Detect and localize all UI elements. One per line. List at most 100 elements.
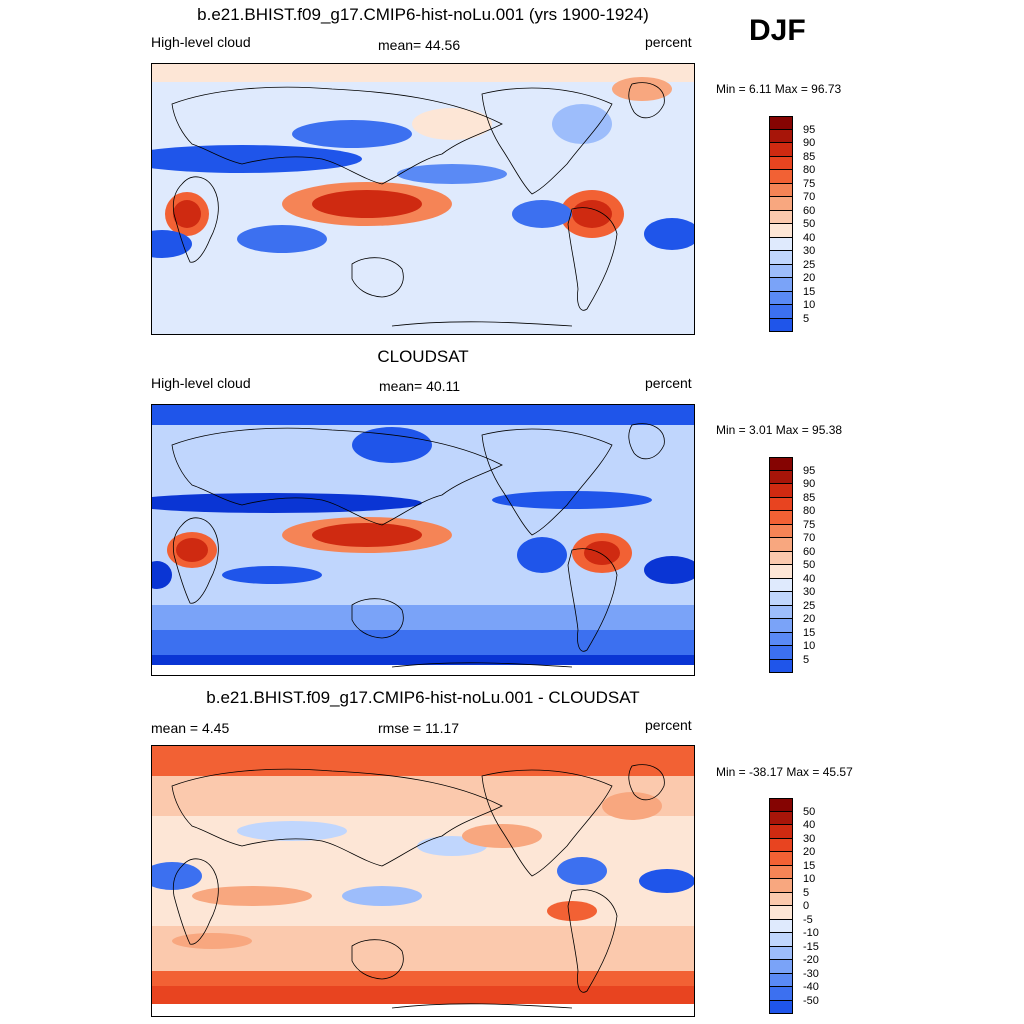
panel-1-mean-label: mean= 44.56 (378, 37, 461, 53)
contour-region (222, 566, 322, 584)
colorbar-swatch (769, 825, 793, 839)
contour-band (152, 64, 694, 82)
coastline (391, 321, 573, 327)
contour-region (172, 933, 252, 949)
colorbar-tick-label: 10 (803, 640, 816, 652)
colorbar-tick-label: 90 (803, 478, 816, 490)
coastline (481, 87, 613, 195)
coastline (391, 662, 573, 668)
season-label: DJF (749, 14, 806, 47)
contour-region (552, 104, 612, 144)
colorbar-swatch (769, 865, 793, 879)
observation-map (151, 404, 695, 676)
contour-band (152, 405, 694, 425)
colorbar-tick-label: 15 (803, 285, 816, 298)
colorbar-swatch (769, 933, 793, 947)
coastline (172, 517, 219, 604)
coastline (351, 257, 404, 298)
coastline (567, 548, 618, 652)
colorbar-tick-label: 90 (803, 137, 816, 149)
colorbar-swatch (769, 798, 793, 812)
contour-region (292, 120, 412, 148)
contour-region (639, 869, 694, 893)
contour-region (547, 901, 597, 921)
colorbar-swatch (769, 973, 793, 987)
contour-region (584, 541, 620, 565)
panel-1-variable-label: High-level cloud (151, 34, 251, 50)
contour-band (152, 665, 694, 675)
colorbar-swatch (769, 578, 793, 592)
panel-3-colorbar (769, 798, 793, 1014)
colorbar-swatch (769, 551, 793, 565)
colorbar-tick-label: 70 (803, 532, 816, 544)
panel-1-minmax: Min = 6.11 Max = 96.73 (716, 82, 842, 96)
colorbar-swatch (769, 524, 793, 538)
colorbar-tick-label: 70 (803, 191, 816, 203)
contour-region (312, 523, 422, 547)
contour-region (176, 538, 208, 562)
colorbar-tick-label: 50 (803, 805, 816, 818)
colorbar-tick-label: 40 (803, 231, 816, 244)
contour-region (517, 537, 567, 573)
colorbar-tick-label: 75 (803, 177, 816, 190)
contour-region (352, 427, 432, 463)
colorbar-tick-label: 30 (803, 245, 816, 257)
contour-region (192, 886, 312, 906)
contour-region (152, 145, 362, 173)
panel-2-colorbar (769, 457, 793, 673)
colorbar-swatch (769, 197, 793, 211)
contour-region (152, 230, 192, 258)
colorbar-swatch (769, 838, 793, 852)
colorbar-tick-label: 85 (803, 491, 816, 504)
colorbar-swatch (769, 892, 793, 906)
colorbar-swatch (769, 210, 793, 224)
panel-1-units-label: percent (645, 34, 692, 50)
colorbar-tick-label: -40 (803, 981, 819, 993)
coastline (172, 176, 219, 263)
colorbar-tick-label: -15 (803, 940, 819, 953)
coastline (628, 764, 665, 801)
contour-region (237, 821, 347, 841)
colorbar-swatch (769, 538, 793, 552)
difference-map (151, 745, 695, 1017)
colorbar-tick-label: 20 (803, 846, 816, 858)
panel-2-variable-label: High-level cloud (151, 375, 251, 391)
colorbar-tick-label: 20 (803, 272, 816, 284)
contour-region (152, 493, 422, 513)
panel-1-colorbar (769, 116, 793, 332)
colorbar-swatch (769, 129, 793, 143)
contour-band (152, 746, 694, 776)
contour-region (644, 556, 694, 584)
panel-2-title: CLOUDSAT (377, 347, 469, 366)
coastline (172, 858, 219, 945)
colorbar-swatch (769, 457, 793, 471)
colorbar-swatch (769, 183, 793, 197)
coastline (171, 427, 503, 526)
colorbar-tick-label: -10 (803, 927, 819, 939)
colorbar-swatch (769, 605, 793, 619)
contour-region (312, 190, 422, 218)
coastline (171, 768, 503, 867)
colorbar-tick-label: 60 (803, 545, 816, 558)
coastline (481, 428, 613, 536)
colorbar-swatch (769, 619, 793, 633)
panel-2-minmax: Min = 3.01 Max = 95.38 (716, 423, 843, 437)
colorbar-tick-label: 5 (803, 653, 810, 666)
colorbar-swatch (769, 237, 793, 251)
colorbar-tick-label: 95 (803, 464, 816, 477)
contour-region (492, 491, 652, 509)
coastline (567, 889, 618, 993)
contour-band (152, 986, 694, 1004)
panel-3-units-label: percent (645, 717, 692, 733)
contour-region (612, 77, 672, 101)
contour-band (152, 304, 694, 334)
colorbar-tick-label: 80 (803, 164, 816, 176)
coastline (628, 423, 665, 460)
panel-3-mean-label: mean = 4.45 (151, 720, 230, 736)
colorbar-swatch (769, 278, 793, 292)
colorbar-tick-label: 20 (803, 613, 816, 625)
coastline (351, 939, 404, 980)
panel-3-title: b.e21.BHIST.f09_g17.CMIP6-hist-noLu.001 … (206, 688, 640, 707)
colorbar-tick-label: 10 (803, 873, 816, 885)
colorbar-tick-label: -30 (803, 967, 819, 980)
